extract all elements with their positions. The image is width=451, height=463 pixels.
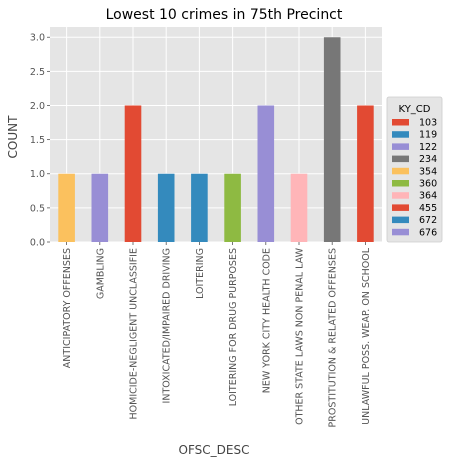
legend-swatch <box>392 216 409 224</box>
bar <box>157 173 175 242</box>
x-tick-label: PROSTITUTION & RELATED OFFENSES <box>328 248 339 427</box>
chart-title: Lowest 10 crimes in 75th Precinct <box>106 7 343 23</box>
x-tick-label: LOITERING <box>195 248 206 299</box>
x-tick-label: NEW YORK CITY HEALTH CODE <box>261 248 272 393</box>
legend-label: 234 <box>419 154 437 165</box>
legend-label: 672 <box>419 215 437 226</box>
y-tick-label: 2.0 <box>30 101 45 112</box>
y-axis-ticks: 0.0 0.5 1.0 1.5 2.0 2.5 3.0 <box>30 33 50 249</box>
x-tick-label: UNLAWFUL POSS. WEAP. ON SCHOOL <box>361 247 372 425</box>
x-axis-ticks: ANTICIPATORY OFFENSES GAMBLING HOMICIDE-NE… <box>62 242 372 427</box>
y-tick-label: 0.5 <box>30 203 45 214</box>
legend-swatch <box>392 180 409 187</box>
legend-label: 354 <box>419 166 437 177</box>
legend-label: 103 <box>419 118 437 129</box>
legend-swatch <box>392 228 409 236</box>
bar <box>323 37 341 242</box>
x-tick-label: INTOXICATED/IMPAIRED DRIVING <box>162 248 173 403</box>
legend-label: 676 <box>419 227 437 238</box>
x-tick-label: GAMBLING <box>95 248 106 299</box>
y-tick-label: 2.5 <box>30 67 45 78</box>
x-tick-label: LOITERING FOR DRUG PURPOSES <box>228 248 239 406</box>
legend-swatch <box>392 167 409 175</box>
legend-label: 360 <box>419 179 437 190</box>
legend-label: 119 <box>419 130 437 141</box>
bar <box>257 105 275 242</box>
y-tick-label: 0.0 <box>30 238 45 249</box>
legend-label: 364 <box>419 191 437 202</box>
y-tick-label: 1.5 <box>30 135 45 146</box>
bar <box>224 173 241 242</box>
x-tick-label: OTHER STATE LAWS NON PENAL LAW <box>295 247 306 425</box>
legend-swatch <box>392 204 409 211</box>
y-axis-label: COUNT <box>6 115 20 159</box>
y-tick-label: 3.0 <box>30 33 45 44</box>
legend-swatch <box>392 131 409 138</box>
bar <box>290 173 308 242</box>
legend-swatch <box>392 143 409 150</box>
legend-label: 122 <box>419 142 437 153</box>
legend-label: 455 <box>419 203 437 214</box>
bar <box>58 173 75 242</box>
bar <box>124 105 142 242</box>
legend-swatch <box>392 155 409 163</box>
legend-swatch <box>392 192 409 199</box>
x-tick-label: HOMICIDE-NEGLIGENT UNCLASSIFIE <box>129 248 140 420</box>
legend-title: KY_CD <box>399 104 431 115</box>
y-tick-label: 1.0 <box>30 169 45 180</box>
bar <box>191 173 208 242</box>
bar <box>91 173 109 242</box>
x-tick-label: ANTICIPATORY OFFENSES <box>62 248 73 368</box>
legend-swatch <box>392 119 409 126</box>
bars <box>58 37 374 242</box>
x-axis-label: OFSC_DESC <box>179 443 250 457</box>
bar <box>357 105 374 242</box>
